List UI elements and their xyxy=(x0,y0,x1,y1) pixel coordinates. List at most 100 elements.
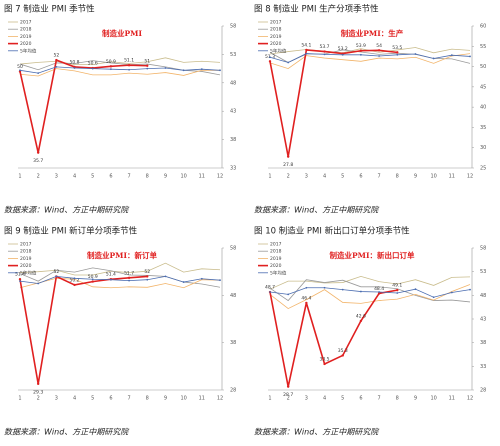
point xyxy=(36,151,40,154)
y-tick-label: 38 xyxy=(230,340,236,346)
series-line xyxy=(19,275,148,384)
value-label: 53.9 xyxy=(356,43,366,49)
legend-label: 2018 xyxy=(270,27,282,33)
y-tick-label: 25 xyxy=(480,166,486,172)
point xyxy=(341,53,344,56)
point xyxy=(359,319,363,323)
figure-title: 图 10 制造业 PMI 新出口订单分项季节性 xyxy=(254,226,410,237)
point xyxy=(73,277,76,280)
value-label: 48.7 xyxy=(265,285,275,291)
x-tick-label: 1 xyxy=(18,174,21,180)
figure-title: 图 8 制造业 PMI 生产分项季节性 xyxy=(254,4,379,15)
legend-label: 5年均值 xyxy=(270,269,287,276)
y-tick-label: 33 xyxy=(480,364,486,370)
point xyxy=(323,50,326,53)
legend-label: 2020 xyxy=(270,41,282,47)
x-tick-label: 8 xyxy=(146,396,149,402)
source-note: 数据来源：Wind、方正中期研究院 xyxy=(254,206,380,215)
x-tick-label: 7 xyxy=(127,396,130,402)
point xyxy=(37,72,40,75)
value-label: 50.6 xyxy=(88,61,98,67)
legend-label: 2018 xyxy=(20,249,32,255)
point xyxy=(91,280,94,283)
point xyxy=(414,288,417,291)
x-tick-label: 11 xyxy=(449,396,455,402)
point xyxy=(396,288,399,292)
point xyxy=(305,286,308,289)
point xyxy=(450,54,453,57)
value-label: 27.8 xyxy=(283,162,293,168)
point xyxy=(55,275,58,278)
x-tick-label: 4 xyxy=(323,174,326,180)
point xyxy=(110,68,112,71)
point xyxy=(286,385,290,388)
x-tick-label: 2 xyxy=(37,174,40,180)
x-tick-label: 9 xyxy=(164,396,167,402)
y-tick-label: 53 xyxy=(230,52,236,58)
value-label: 51.4 xyxy=(15,272,25,278)
chart-subtitle: 制造业PMI：生产 xyxy=(341,28,404,38)
series-line xyxy=(19,277,221,289)
legend-label: 2017 xyxy=(20,242,32,248)
value-label: 52 xyxy=(53,269,59,275)
x-tick-label: 4 xyxy=(73,396,76,402)
figure-title: 图 9 制造业 PMI 新订单分项季节性 xyxy=(4,226,138,237)
series-line xyxy=(269,53,471,70)
point xyxy=(359,49,363,52)
x-tick-label: 7 xyxy=(377,174,380,180)
x-tick-label: 4 xyxy=(323,396,326,402)
legend-label: 2020 xyxy=(20,41,32,47)
value-label: 50.9 xyxy=(106,59,116,65)
chart-subtitle: 制造业PMI：新出口订单 xyxy=(330,250,415,260)
legend-label: 2020 xyxy=(270,263,282,269)
chart-subtitle: 制造业PMI xyxy=(102,28,142,38)
point xyxy=(268,60,272,63)
x-tick-label: 11 xyxy=(199,396,205,402)
y-tick-label: 60 xyxy=(480,24,486,30)
point xyxy=(36,382,40,386)
x-tick-label: 10 xyxy=(180,174,186,180)
x-tick-label: 7 xyxy=(377,396,380,402)
x-tick-label: 8 xyxy=(396,174,399,180)
point xyxy=(128,279,130,282)
point xyxy=(146,67,149,70)
value-label: 29.3 xyxy=(33,389,43,395)
series-line xyxy=(269,284,471,310)
legend-label: 5年均值 xyxy=(20,47,37,54)
series-line xyxy=(269,287,471,298)
value-label: 50 xyxy=(17,64,23,70)
legend-label: 2020 xyxy=(20,263,32,269)
value-label: 53.2 xyxy=(338,46,348,52)
x-tick-label: 3 xyxy=(55,174,58,180)
value-label: 28.7 xyxy=(283,392,293,398)
source-note: 数据来源：Wind、方正中期研究院 xyxy=(4,428,130,437)
x-tick-label: 3 xyxy=(305,174,308,180)
value-label: 46.4 xyxy=(301,295,311,301)
x-tick-label: 8 xyxy=(396,396,399,402)
x-tick-label: 12 xyxy=(467,396,473,402)
point xyxy=(378,291,380,293)
point xyxy=(360,290,362,293)
source-note: 数据来源：Wind、方正中期研究院 xyxy=(4,206,130,215)
point xyxy=(182,69,185,72)
value-label: 35.3 xyxy=(338,348,348,354)
point xyxy=(73,67,76,69)
x-tick-label: 3 xyxy=(55,396,58,402)
y-tick-label: 55 xyxy=(480,44,486,50)
point xyxy=(469,55,471,58)
x-tick-label: 4 xyxy=(73,174,76,180)
legend-label: 2019 xyxy=(270,256,282,262)
legend-label: 2017 xyxy=(20,20,32,26)
point xyxy=(287,293,290,296)
value-label: 53.5 xyxy=(392,45,402,51)
point xyxy=(323,286,326,289)
series-line xyxy=(19,57,221,66)
point xyxy=(396,292,399,294)
point xyxy=(146,278,149,281)
x-tick-label: 3 xyxy=(305,396,308,402)
series-line xyxy=(19,267,221,288)
chart-subtitle: 制造业PMI：新订单 xyxy=(87,250,157,260)
series-line xyxy=(19,275,221,284)
point xyxy=(396,53,399,56)
x-tick-label: 5 xyxy=(341,396,344,402)
